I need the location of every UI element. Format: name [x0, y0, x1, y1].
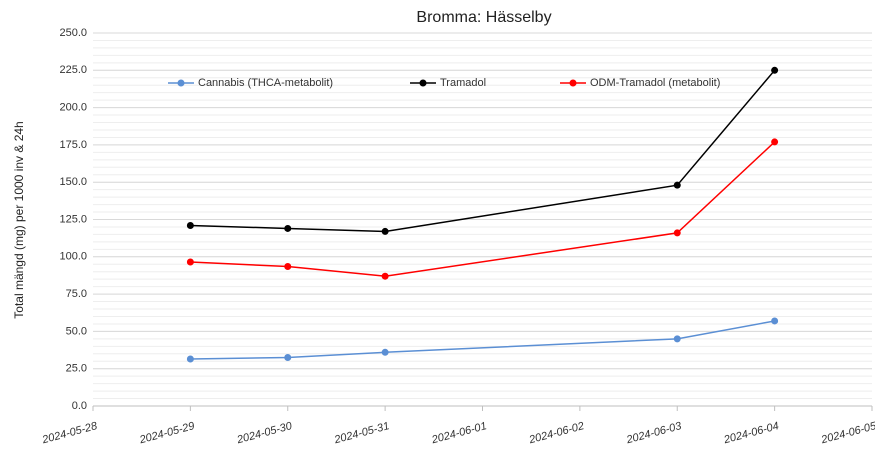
x-tick-label: 2024-05-29: [137, 420, 195, 446]
legend-item: Tramadol: [410, 77, 486, 89]
x-tick-label: 2024-06-05: [819, 420, 875, 447]
series-line: [190, 141, 776, 277]
data-point: [284, 354, 292, 362]
x-tick-label: 2024-06-01: [430, 420, 488, 446]
data-point: [284, 262, 292, 270]
x-tick-label: 2024-06-03: [624, 420, 683, 447]
y-tick-label: 250.0: [59, 27, 87, 39]
x-tick-label: 2024-06-02: [527, 420, 585, 446]
legend-label: Tramadol: [440, 77, 486, 89]
y-tick-label: 50.0: [66, 325, 87, 337]
data-point: [673, 229, 681, 237]
y-tick-label: 0.0: [72, 400, 87, 412]
data-point: [381, 348, 389, 356]
chart-title: Bromma: Hässelby: [416, 9, 551, 26]
y-tick-label: 25.0: [66, 363, 87, 375]
x-tick-label: 2024-05-31: [332, 420, 390, 446]
legend-marker: [569, 79, 577, 87]
legend-marker: [177, 79, 185, 87]
data-point: [284, 224, 292, 232]
legend-item: Cannabis (THCA-metabolit): [168, 77, 333, 89]
x-tick-label: 2024-06-04: [722, 420, 780, 446]
data-point: [673, 181, 681, 189]
y-tick-label: 100.0: [59, 251, 87, 263]
data-point: [771, 66, 779, 74]
data-point: [381, 227, 389, 235]
legend-item: ODM-Tramadol (metabolit): [560, 77, 720, 89]
data-point: [381, 272, 389, 280]
legend-marker: [419, 79, 427, 87]
x-tick-label: 2024-05-28: [40, 420, 99, 447]
series-line: [190, 69, 776, 233]
legend-label: ODM-Tramadol (metabolit): [590, 77, 720, 89]
x-tick-label: 2024-05-30: [235, 420, 294, 447]
y-tick-label: 125.0: [59, 213, 87, 225]
data-point: [673, 335, 681, 343]
data-point: [186, 221, 194, 229]
data-point: [186, 258, 194, 266]
data-point: [771, 138, 779, 146]
y-tick-label: 225.0: [59, 64, 87, 76]
y-axis-label: Total mängd (mg) per 1000 inv & 24h: [12, 121, 26, 318]
legend-label: Cannabis (THCA-metabolit): [198, 77, 333, 89]
y-tick-label: 150.0: [59, 176, 87, 188]
y-tick-label: 75.0: [66, 288, 87, 300]
y-tick-label: 175.0: [59, 139, 87, 151]
data-point: [771, 317, 779, 325]
data-point: [186, 355, 194, 363]
y-tick-label: 200.0: [59, 102, 87, 114]
